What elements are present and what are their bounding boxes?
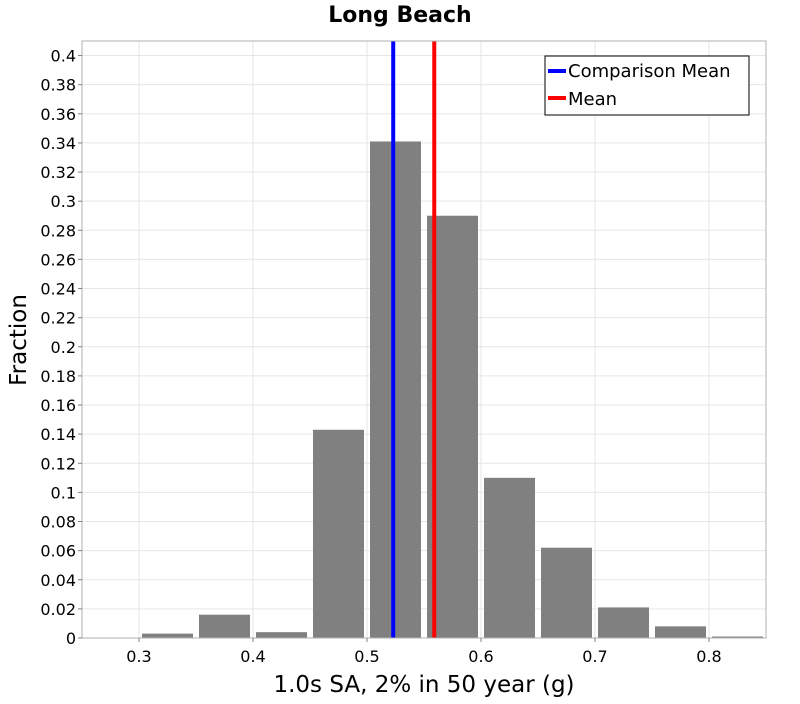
y-tick-label: 0.3 [51, 192, 76, 211]
y-tick-label: 0.24 [40, 280, 76, 299]
chart-title: Long Beach [328, 3, 471, 28]
x-tick-label: 0.3 [126, 647, 151, 666]
histogram-bar [199, 614, 250, 638]
legend-box [544, 55, 750, 116]
y-tick-label: 0.32 [40, 163, 76, 182]
histogram-bar [712, 636, 763, 638]
mean-lines-layer [391, 41, 437, 638]
x-tick-label: 0.7 [582, 647, 607, 666]
histogram-bar [142, 633, 193, 638]
y-axis-label: Fraction [6, 294, 32, 386]
y-tick-label: 0.16 [40, 396, 76, 415]
histogram-bar [256, 632, 307, 638]
y-tick-label: 0.08 [40, 513, 76, 532]
histogram-bar [598, 607, 649, 638]
y-tick-label: 0.1 [51, 483, 76, 502]
y-tick-label: 0.18 [40, 367, 76, 386]
y-axis-ticks: 0 0.02 0.04 0.06 0.08 0.1 0.12 0.14 0.16 0.18 0.2 0… [40, 47, 82, 648]
x-tick-label: 0.5 [354, 647, 379, 666]
x-axis-label: 1.0s SA, 2% in 50 year (g) [273, 672, 574, 698]
y-tick-label: 0.14 [40, 425, 76, 444]
plot-border [81, 40, 767, 639]
legend: Comparison Mean Mean [544, 55, 750, 116]
y-tick-label: 0.26 [40, 250, 76, 269]
y-tick-label: 0.38 [40, 76, 76, 95]
legend-label-comparison-mean: Comparison Mean [568, 61, 731, 82]
y-tick-label: 0.12 [40, 454, 76, 473]
histogram-bar [313, 429, 364, 638]
y-tick-label: 0 [66, 629, 76, 648]
y-tick-label: 0.28 [40, 221, 76, 240]
y-tick-label: 0.36 [40, 105, 76, 124]
legend-label-mean: Mean [568, 89, 617, 110]
x-tick-label: 0.4 [240, 647, 265, 666]
x-axis-ticks: 0.3 0.4 0.5 0.6 0.7 0.8 [126, 638, 722, 666]
histogram-bar [541, 547, 592, 638]
y-tick-label: 0.06 [40, 542, 76, 561]
histogram-bar [655, 626, 706, 638]
x-tick-label: 0.6 [468, 647, 493, 666]
histogram-bar [484, 477, 535, 638]
y-tick-label: 0.02 [40, 600, 76, 619]
x-tick-label: 0.8 [696, 647, 721, 666]
y-tick-label: 0.34 [40, 134, 76, 153]
y-tick-label: 0.2 [51, 338, 76, 357]
y-tick-label: 0.04 [40, 571, 76, 590]
y-tick-label: 0.4 [51, 47, 76, 66]
y-tick-label: 0.22 [40, 309, 76, 328]
histogram-bar [370, 141, 421, 638]
